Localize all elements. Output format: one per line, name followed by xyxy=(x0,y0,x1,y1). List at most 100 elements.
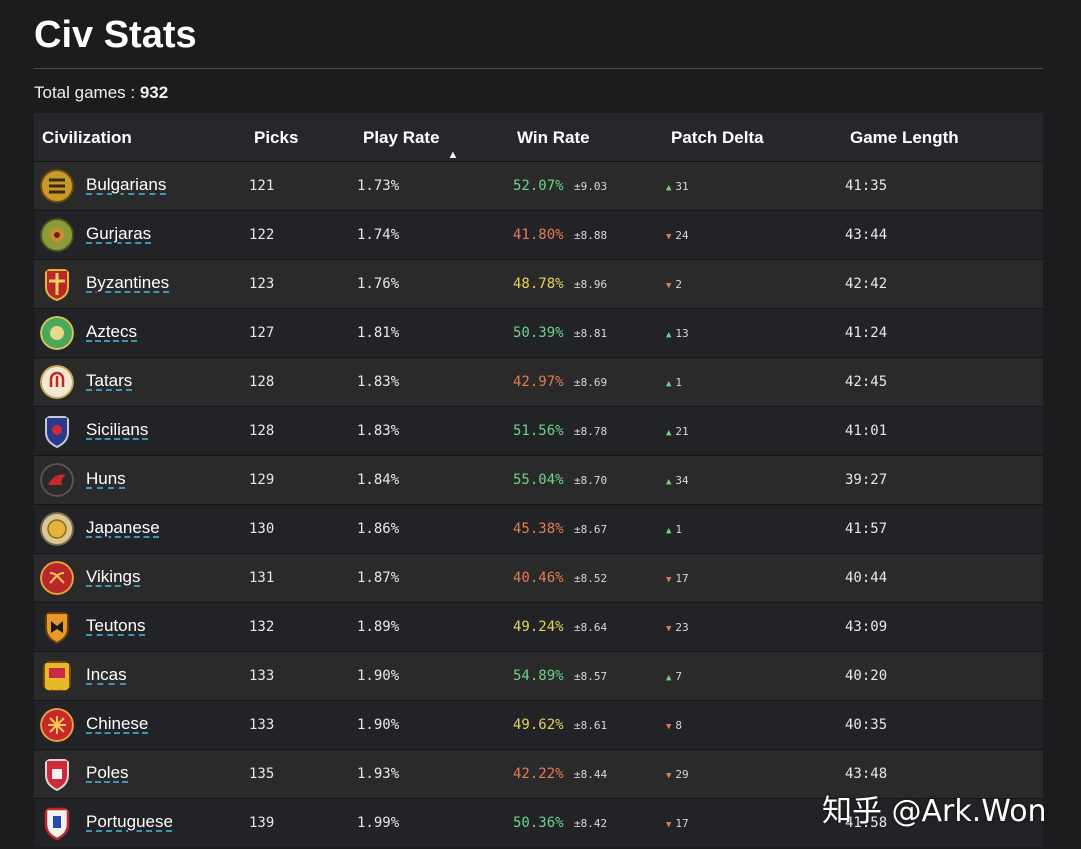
win-rate-error: ±8.96 xyxy=(574,278,608,291)
win-rate-value: 48.78% xyxy=(513,276,564,292)
column-header-play-rate[interactable]: Play Rate ▲ xyxy=(363,128,458,161)
arrow-down-icon: ▼ xyxy=(666,820,672,830)
portuguese-shield-icon xyxy=(44,807,70,840)
play-rate-value: 1.86% xyxy=(357,521,400,537)
civ-name-link[interactable]: Bulgarians xyxy=(86,175,167,194)
win-rate-value: 49.24% xyxy=(513,619,564,635)
civ-name-link[interactable]: Portuguese xyxy=(86,812,173,831)
picks-value: 135 xyxy=(249,766,275,782)
win-rate-error: ±8.78 xyxy=(574,425,608,438)
incas-banner-icon xyxy=(43,661,71,691)
game-length-value: 41:35 xyxy=(845,178,888,194)
play-rate-value: 1.87% xyxy=(357,570,400,586)
win-rate-value: 45.38% xyxy=(513,521,564,537)
civ-name-link[interactable]: Japanese xyxy=(86,518,160,537)
arrow-down-icon: ▼ xyxy=(666,771,672,781)
arrow-down-icon: ▼ xyxy=(666,232,672,242)
patch-delta-value: 17 xyxy=(675,572,689,585)
play-rate-value: 1.93% xyxy=(357,766,400,782)
patch-delta: ▼ 29 xyxy=(666,768,689,781)
table-row: Gurjaras 122 1.74% 41.80% ±8.88 ▼ 24 43:44 xyxy=(34,210,1043,259)
table-row: Bulgarians 121 1.73% 52.07% ±9.03 ▲ 31 41:35 xyxy=(34,161,1043,210)
picks-value: 127 xyxy=(249,325,275,341)
patch-delta: ▲ 1 xyxy=(666,376,682,389)
patch-delta: ▼ 17 xyxy=(666,572,689,585)
game-length-value: 43:48 xyxy=(845,766,888,782)
picks-value: 131 xyxy=(249,570,275,586)
column-header-win-rate[interactable]: Win Rate xyxy=(517,128,590,147)
patch-delta: ▲ 21 xyxy=(666,425,689,438)
aztecs-crest-icon xyxy=(40,316,74,350)
game-length-value: 42:42 xyxy=(845,276,888,292)
patch-delta-value: 29 xyxy=(675,768,689,781)
win-rate-value: 40.46% xyxy=(513,570,564,586)
column-header-civilization[interactable]: Civilization xyxy=(42,128,132,147)
civ-name-link[interactable]: Teutons xyxy=(86,616,146,635)
win-rate-error: ±8.44 xyxy=(574,768,608,781)
byzantines-shield-icon xyxy=(45,269,69,301)
civ-name-link[interactable]: Gurjaras xyxy=(86,224,152,243)
picks-value: 128 xyxy=(249,423,275,439)
picks-value: 133 xyxy=(249,668,275,684)
win-rate-value: 41.80% xyxy=(513,227,564,243)
table-row: Incas 133 1.90% 54.89% ±8.57 ▲ 7 40:20 xyxy=(34,651,1043,700)
civ-name-link[interactable]: Byzantines xyxy=(86,273,170,292)
win-rate-error: ±8.64 xyxy=(574,621,608,634)
patch-delta-value: 34 xyxy=(675,474,689,487)
civ-name-link[interactable]: Tatars xyxy=(86,371,133,390)
play-rate-value: 1.73% xyxy=(357,178,400,194)
sort-ascending-icon: ▲ xyxy=(447,149,459,161)
total-games-value: 932 xyxy=(139,83,169,102)
win-rate-error: ±8.88 xyxy=(574,229,608,242)
patch-delta-value: 31 xyxy=(675,180,689,193)
table-header: Civilization Picks Play Rate ▲ Win Rate P… xyxy=(34,113,1043,161)
huns-crest-icon xyxy=(40,463,74,497)
win-rate-error: ±8.81 xyxy=(574,327,608,340)
patch-delta-value: 23 xyxy=(675,621,689,634)
win-rate-value: 52.07% xyxy=(513,178,564,194)
civ-name-link[interactable]: Vikings xyxy=(86,567,141,586)
column-header-game-length[interactable]: Game Length xyxy=(850,128,959,147)
game-length-value: 42:45 xyxy=(845,374,888,390)
table-row: Byzantines 123 1.76% 48.78% ±8.96 ▼ 2 42:42 xyxy=(34,259,1043,308)
arrow-up-icon: ▲ xyxy=(666,183,672,193)
bulgarians-crest-icon xyxy=(40,169,74,203)
page-title: Civ Stats xyxy=(34,14,197,56)
game-length-value: 41:57 xyxy=(845,521,888,537)
arrow-up-icon: ▲ xyxy=(666,477,672,487)
civ-name-link[interactable]: Incas xyxy=(86,665,127,684)
civ-name-link[interactable]: Aztecs xyxy=(86,322,138,341)
patch-delta: ▲ 13 xyxy=(666,327,689,340)
civ-name-link[interactable]: Chinese xyxy=(86,714,149,733)
picks-value: 128 xyxy=(249,374,275,390)
civ-name-link[interactable]: Sicilians xyxy=(86,420,149,439)
total-games: Total games : 932 xyxy=(34,83,168,103)
civ-stats-table: Civilization Picks Play Rate ▲ Win Rate P… xyxy=(34,113,1043,847)
play-rate-value: 1.89% xyxy=(357,619,400,635)
patch-delta: ▲ 1 xyxy=(666,523,682,536)
title-divider xyxy=(34,68,1043,69)
picks-value: 123 xyxy=(249,276,275,292)
picks-value: 130 xyxy=(249,521,275,537)
table-row: Portuguese 139 1.99% 50.36% ±8.42 ▼ 17 41:58 xyxy=(34,798,1043,847)
picks-value: 139 xyxy=(249,815,275,831)
win-rate-error: ±8.70 xyxy=(574,474,608,487)
patch-delta: ▲ 7 xyxy=(666,670,682,683)
game-length-value: 39:27 xyxy=(845,472,888,488)
column-header-picks[interactable]: Picks xyxy=(254,128,299,147)
table-row: Japanese 130 1.86% 45.38% ±8.67 ▲ 1 41:57 xyxy=(34,504,1043,553)
arrow-down-icon: ▼ xyxy=(666,575,672,585)
win-rate-error: ±8.42 xyxy=(574,817,608,830)
game-length-value: 40:44 xyxy=(845,570,888,586)
civ-name-link[interactable]: Huns xyxy=(86,469,126,488)
table-row: Aztecs 127 1.81% 50.39% ±8.81 ▲ 13 41:24 xyxy=(34,308,1043,357)
civ-name-link[interactable]: Poles xyxy=(86,763,129,782)
arrow-down-icon: ▼ xyxy=(666,624,672,634)
game-length-value: 43:44 xyxy=(845,227,888,243)
play-rate-header-label: Play Rate xyxy=(363,128,440,147)
chinese-crest-icon xyxy=(40,708,74,742)
table-row: Huns 129 1.84% 55.04% ±8.70 ▲ 34 39:27 xyxy=(34,455,1043,504)
win-rate-value: 42.22% xyxy=(513,766,564,782)
table-row: Vikings 131 1.87% 40.46% ±8.52 ▼ 17 40:44 xyxy=(34,553,1043,602)
column-header-patch-delta[interactable]: Patch Delta xyxy=(671,128,764,147)
